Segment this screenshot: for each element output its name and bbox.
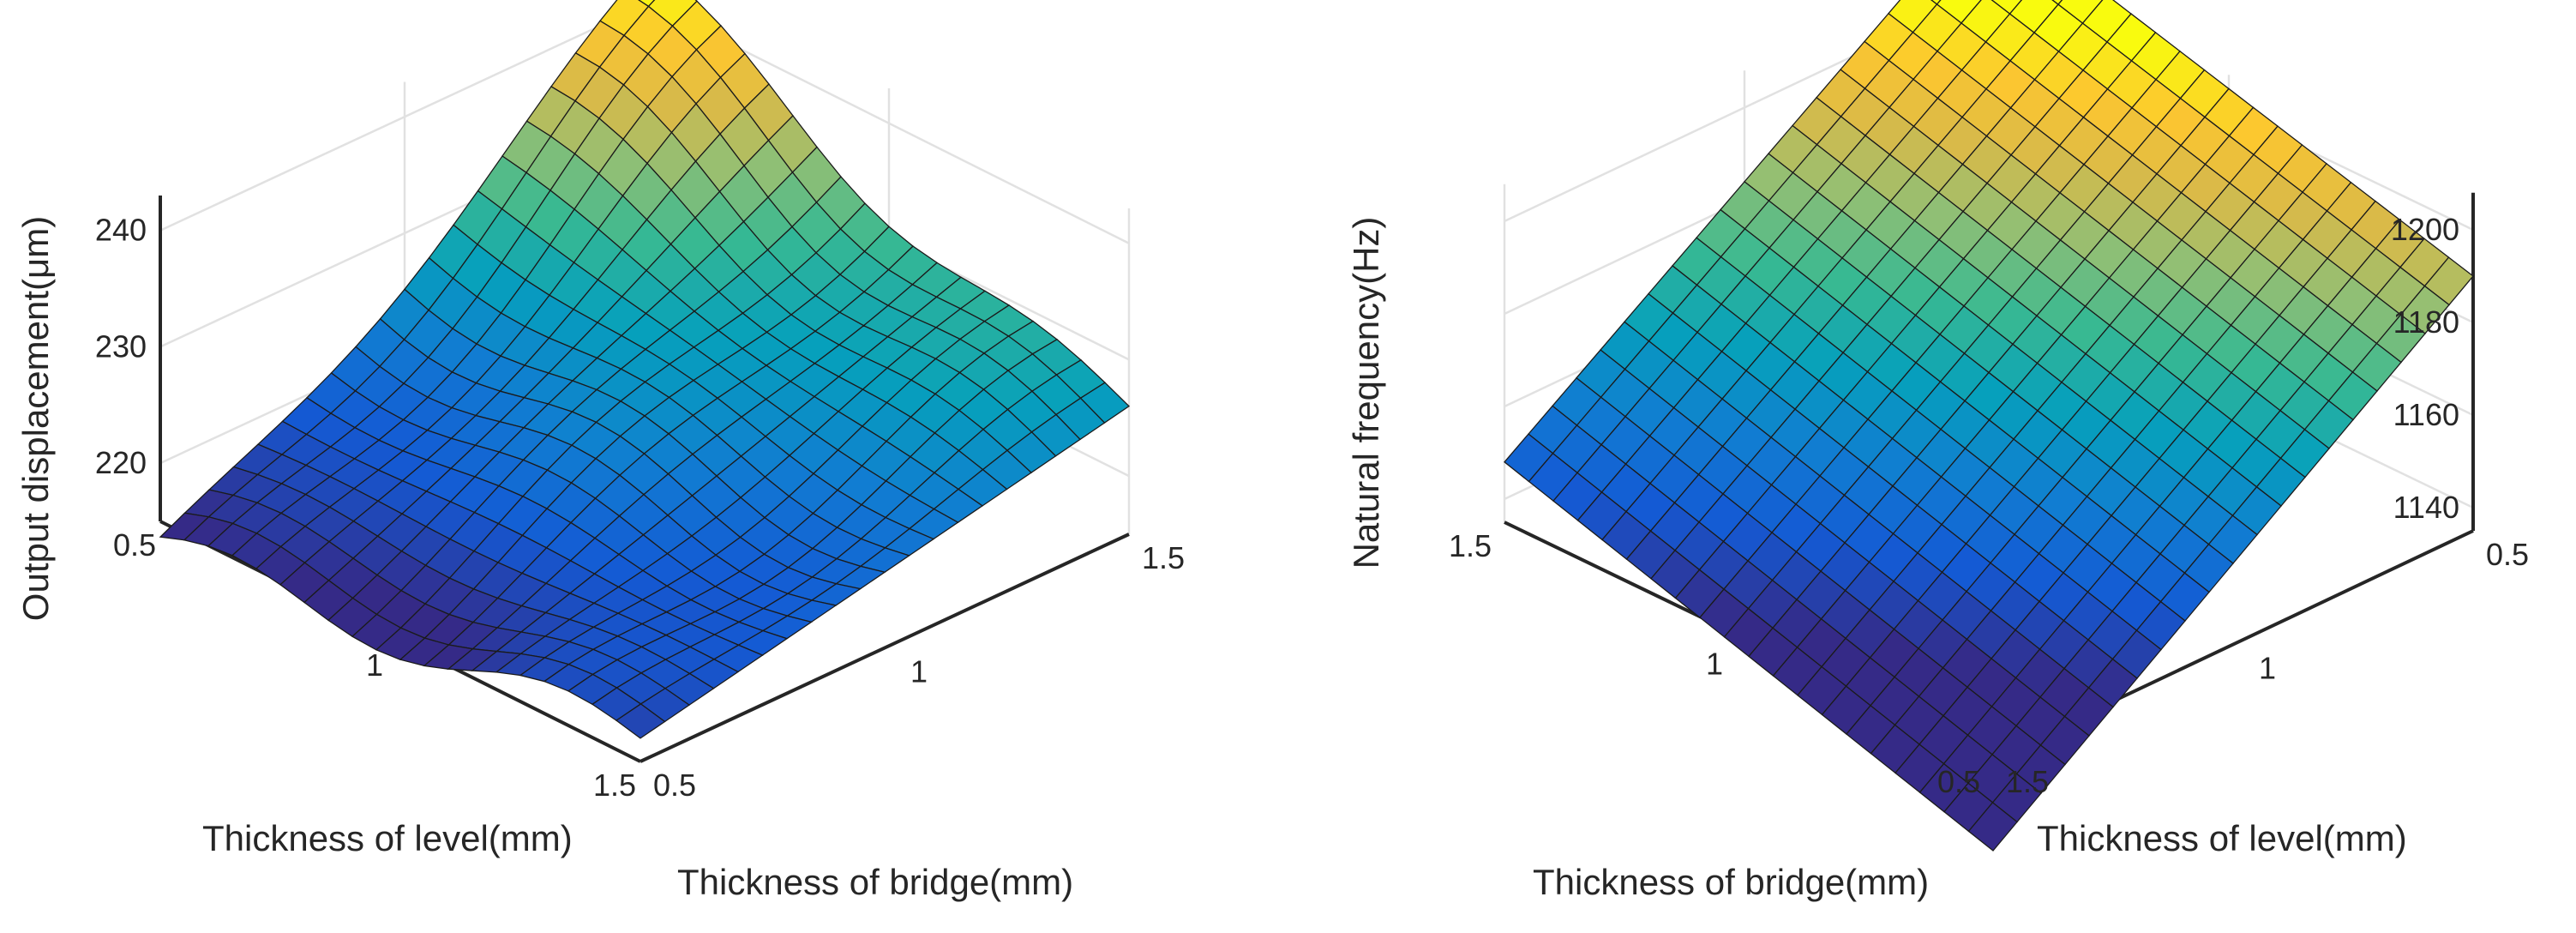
- surface-mesh: [1504, 0, 2474, 852]
- z-tick-label: 230: [95, 328, 147, 364]
- tick-labels: 0.5 1 1.5 0.5 1 1.5 1140 1160 1180 1200: [1449, 212, 2529, 799]
- x-tick-label: 0.5: [2486, 537, 2529, 572]
- z-tick-label: 240: [95, 213, 147, 248]
- x-tick-label: 1.5: [2006, 764, 2049, 799]
- x-axis-label: Thickness of level(mm): [202, 818, 573, 858]
- x-tick-label: 1: [366, 647, 383, 683]
- y-tick-label: 1.5: [1142, 540, 1185, 575]
- surface-patch: [615, 703, 666, 739]
- x-tick-label: 0.5: [113, 527, 156, 563]
- z-tick-label: 1200: [2391, 212, 2459, 247]
- y-tick-label: 1.5: [1449, 528, 1492, 563]
- chart-1: 0.5 1 1.5 0.5 1 1.5 220 230 240 Output displacem…: [15, 0, 1185, 902]
- surface-patch: [1930, 0, 1942, 5]
- y-tick-label: 1: [1706, 647, 1723, 682]
- y-tick-label: 1: [910, 654, 928, 689]
- surface-patch: [2051, 0, 2063, 6]
- y-axis-line: [639, 533, 1130, 763]
- x-tick-label: 1.5: [593, 767, 636, 803]
- z-tick-label: 220: [95, 445, 147, 480]
- y-tick-label: 0.5: [653, 767, 696, 803]
- surface-patch: [1967, 801, 2018, 852]
- x-axis-label: Thickness of bridge(mm): [1533, 862, 1929, 902]
- y-axis-label: Thickness of bridge(mm): [677, 862, 1073, 902]
- tick-labels: 0.5 1 1.5 0.5 1 1.5 220 230 240: [95, 213, 1185, 803]
- y-axis-label: Thickness of level(mm): [2037, 818, 2407, 858]
- z-tick-label: 1140: [2393, 490, 2459, 525]
- z-tick-label: 1160: [2393, 397, 2459, 432]
- x-tick-label: 1: [2259, 651, 2276, 686]
- surface-patch: [637, 0, 656, 8]
- z-tick-label: 1180: [2393, 304, 2459, 340]
- chart-2: 0.5 1 1.5 0.5 1 1.5 1140 1160 1180 1200 Natural f…: [1346, 0, 2529, 902]
- z-axis-label: Output displacement(μm): [15, 216, 56, 621]
- y-tick-label: 0.5: [1937, 764, 1980, 799]
- surface-mesh: [159, 0, 1131, 739]
- z-axis-label: Natural frequency(Hz): [1346, 217, 1386, 569]
